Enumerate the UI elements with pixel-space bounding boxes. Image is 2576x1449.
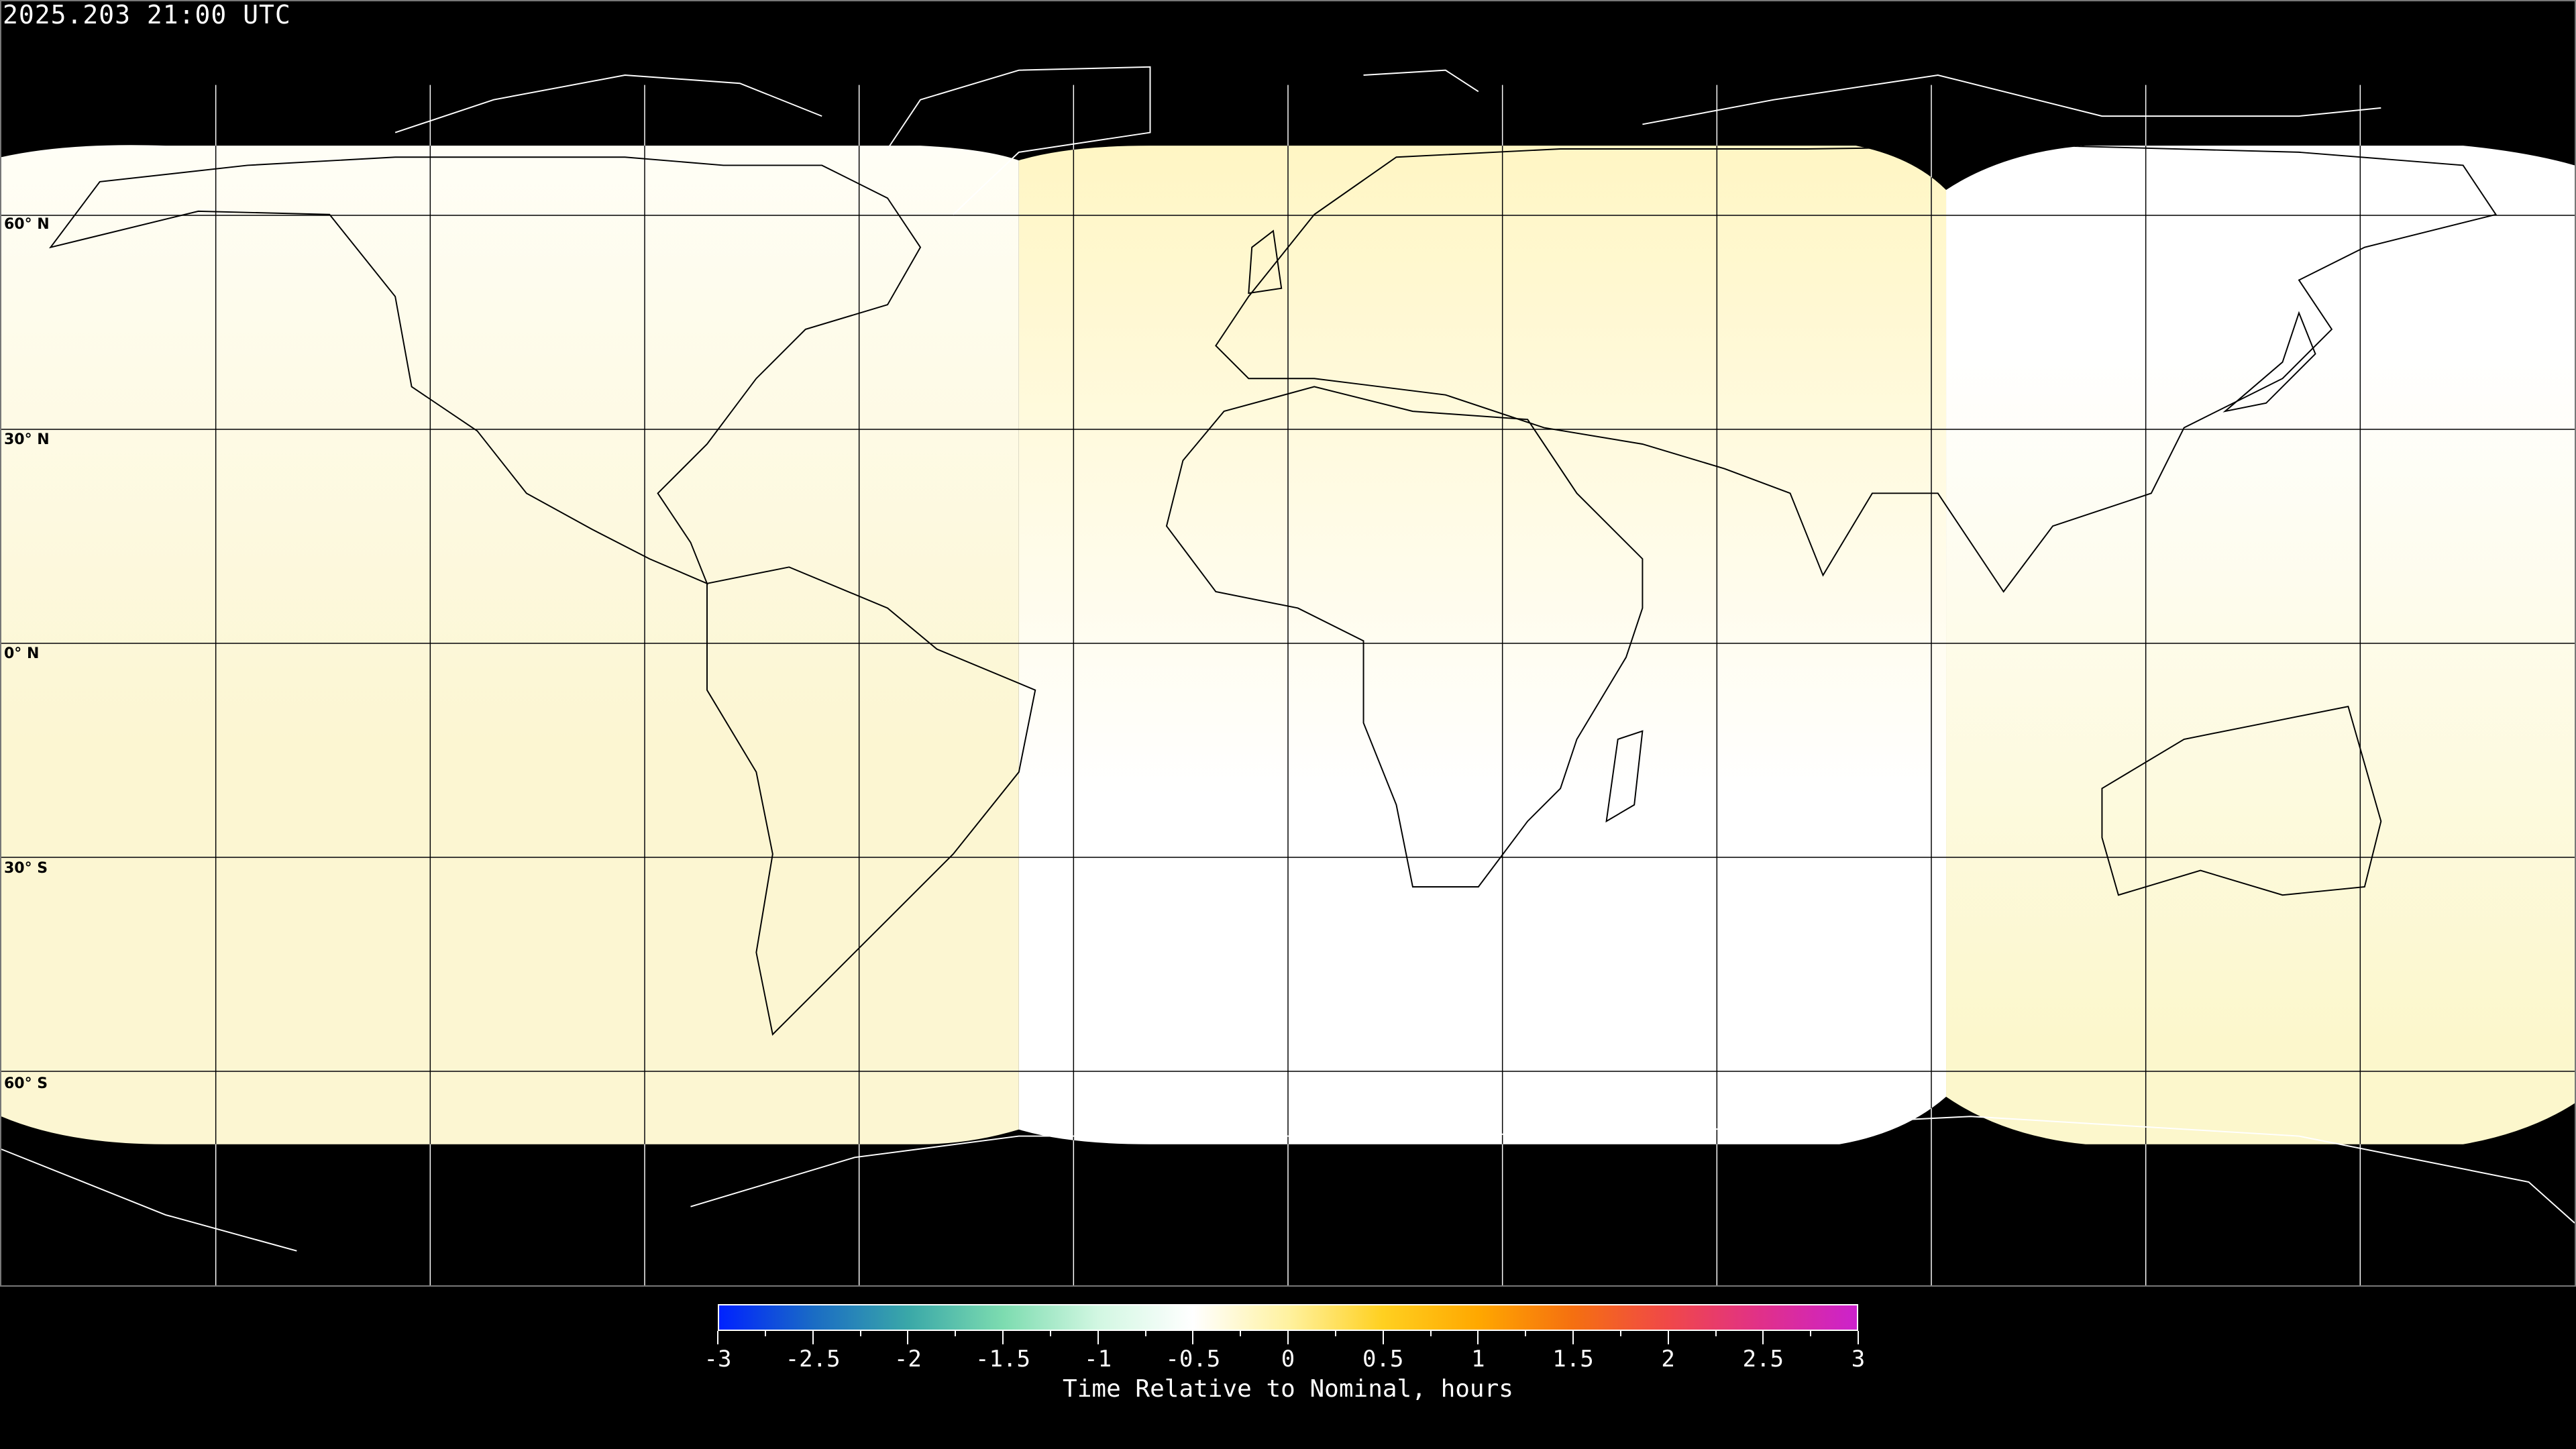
timestamp-title: 2025.203 21:00 UTC xyxy=(3,0,291,30)
coast-africa xyxy=(1165,386,1644,888)
colorbar-tick xyxy=(1667,1331,1669,1344)
colorbar-tick-label: -0.5 xyxy=(1165,1346,1221,1373)
colorbar-tick-label: 3 xyxy=(1851,1346,1866,1373)
colorbar-tick xyxy=(1430,1331,1432,1336)
world-map xyxy=(0,0,2576,1287)
lat-label-0n: 0° N xyxy=(4,645,40,662)
coast-antarctica xyxy=(1,1116,2575,1252)
coastlines xyxy=(48,145,2498,1036)
colorbar-tick xyxy=(1002,1331,1004,1344)
colorbar-tick xyxy=(1334,1331,1336,1336)
colorbar-tick xyxy=(1192,1331,1194,1344)
colorbar-tick-label: -2 xyxy=(894,1346,922,1373)
colorbar-tick-label: -2.5 xyxy=(785,1346,841,1373)
coastlines-polar xyxy=(1,66,2575,1252)
colorbar-tick xyxy=(1287,1331,1289,1344)
map-canvas xyxy=(1,1,2575,1286)
coast-south-america xyxy=(706,566,1036,1036)
coast-madagascar xyxy=(1605,730,1644,823)
colorbar-tick xyxy=(1477,1331,1479,1344)
lat-label-30s: 30° S xyxy=(4,860,48,877)
colorbar-tick xyxy=(1810,1331,1812,1336)
colorbar-tick xyxy=(1762,1331,1764,1344)
colorbar-tick xyxy=(1715,1331,1717,1336)
colorbar-ticks xyxy=(717,1331,1859,1344)
colorbar-tick xyxy=(717,1331,718,1344)
coast-japan xyxy=(2222,311,2316,413)
colorbar-tick-label: 1 xyxy=(1471,1346,1485,1373)
colorbar-tick xyxy=(1572,1331,1574,1344)
colorbar-tick-label: -1.5 xyxy=(975,1346,1030,1373)
colorbar-tick-label: -3 xyxy=(704,1346,732,1373)
coast-uk xyxy=(1248,229,1283,294)
colorbar-label: Time Relative to Nominal, hours xyxy=(1063,1375,1513,1403)
colorbar-tick xyxy=(907,1331,909,1344)
colorbar-tick xyxy=(1382,1331,1384,1344)
graticule-on-data xyxy=(1,145,2575,1144)
coast-greenland xyxy=(887,66,1151,215)
coast-eurasia xyxy=(1215,145,2498,593)
colorbar-tick xyxy=(859,1331,861,1336)
lat-label-60s: 60° S xyxy=(4,1075,48,1092)
colorbar-tick-label: -1 xyxy=(1084,1346,1112,1373)
swath-west xyxy=(1,145,1019,1144)
colorbar-tick-label: 0.5 xyxy=(1362,1346,1404,1373)
swath-east xyxy=(1946,146,2575,1144)
colorbar-tick xyxy=(1240,1331,1242,1336)
colorbar-tick xyxy=(1525,1331,1527,1336)
coast-arctic-islands xyxy=(394,69,2381,133)
colorbar-tick-label: 0 xyxy=(1281,1346,1295,1373)
colorbar-tick xyxy=(1858,1331,1859,1344)
colorbar-tick xyxy=(1144,1331,1146,1336)
colorbar-tick xyxy=(812,1331,814,1344)
colorbar-tick-label: 2.5 xyxy=(1742,1346,1784,1373)
colorbar xyxy=(718,1304,1858,1331)
colorbar-tick xyxy=(1049,1331,1051,1336)
colorbar-tick-label: 2 xyxy=(1661,1346,1675,1373)
lat-label-30n: 30° N xyxy=(4,431,50,448)
swath-central xyxy=(1018,146,1947,1144)
colorbar-tick xyxy=(955,1331,957,1336)
colorbar-tick xyxy=(1619,1331,1621,1336)
colorbar-tick xyxy=(764,1331,766,1336)
lat-label-60n: 60° N xyxy=(4,216,50,233)
coast-north-america xyxy=(48,156,922,585)
colorbar-tick xyxy=(1097,1331,1099,1344)
colorbar-tick-label: 1.5 xyxy=(1552,1346,1594,1373)
coast-australia xyxy=(2101,705,2382,896)
